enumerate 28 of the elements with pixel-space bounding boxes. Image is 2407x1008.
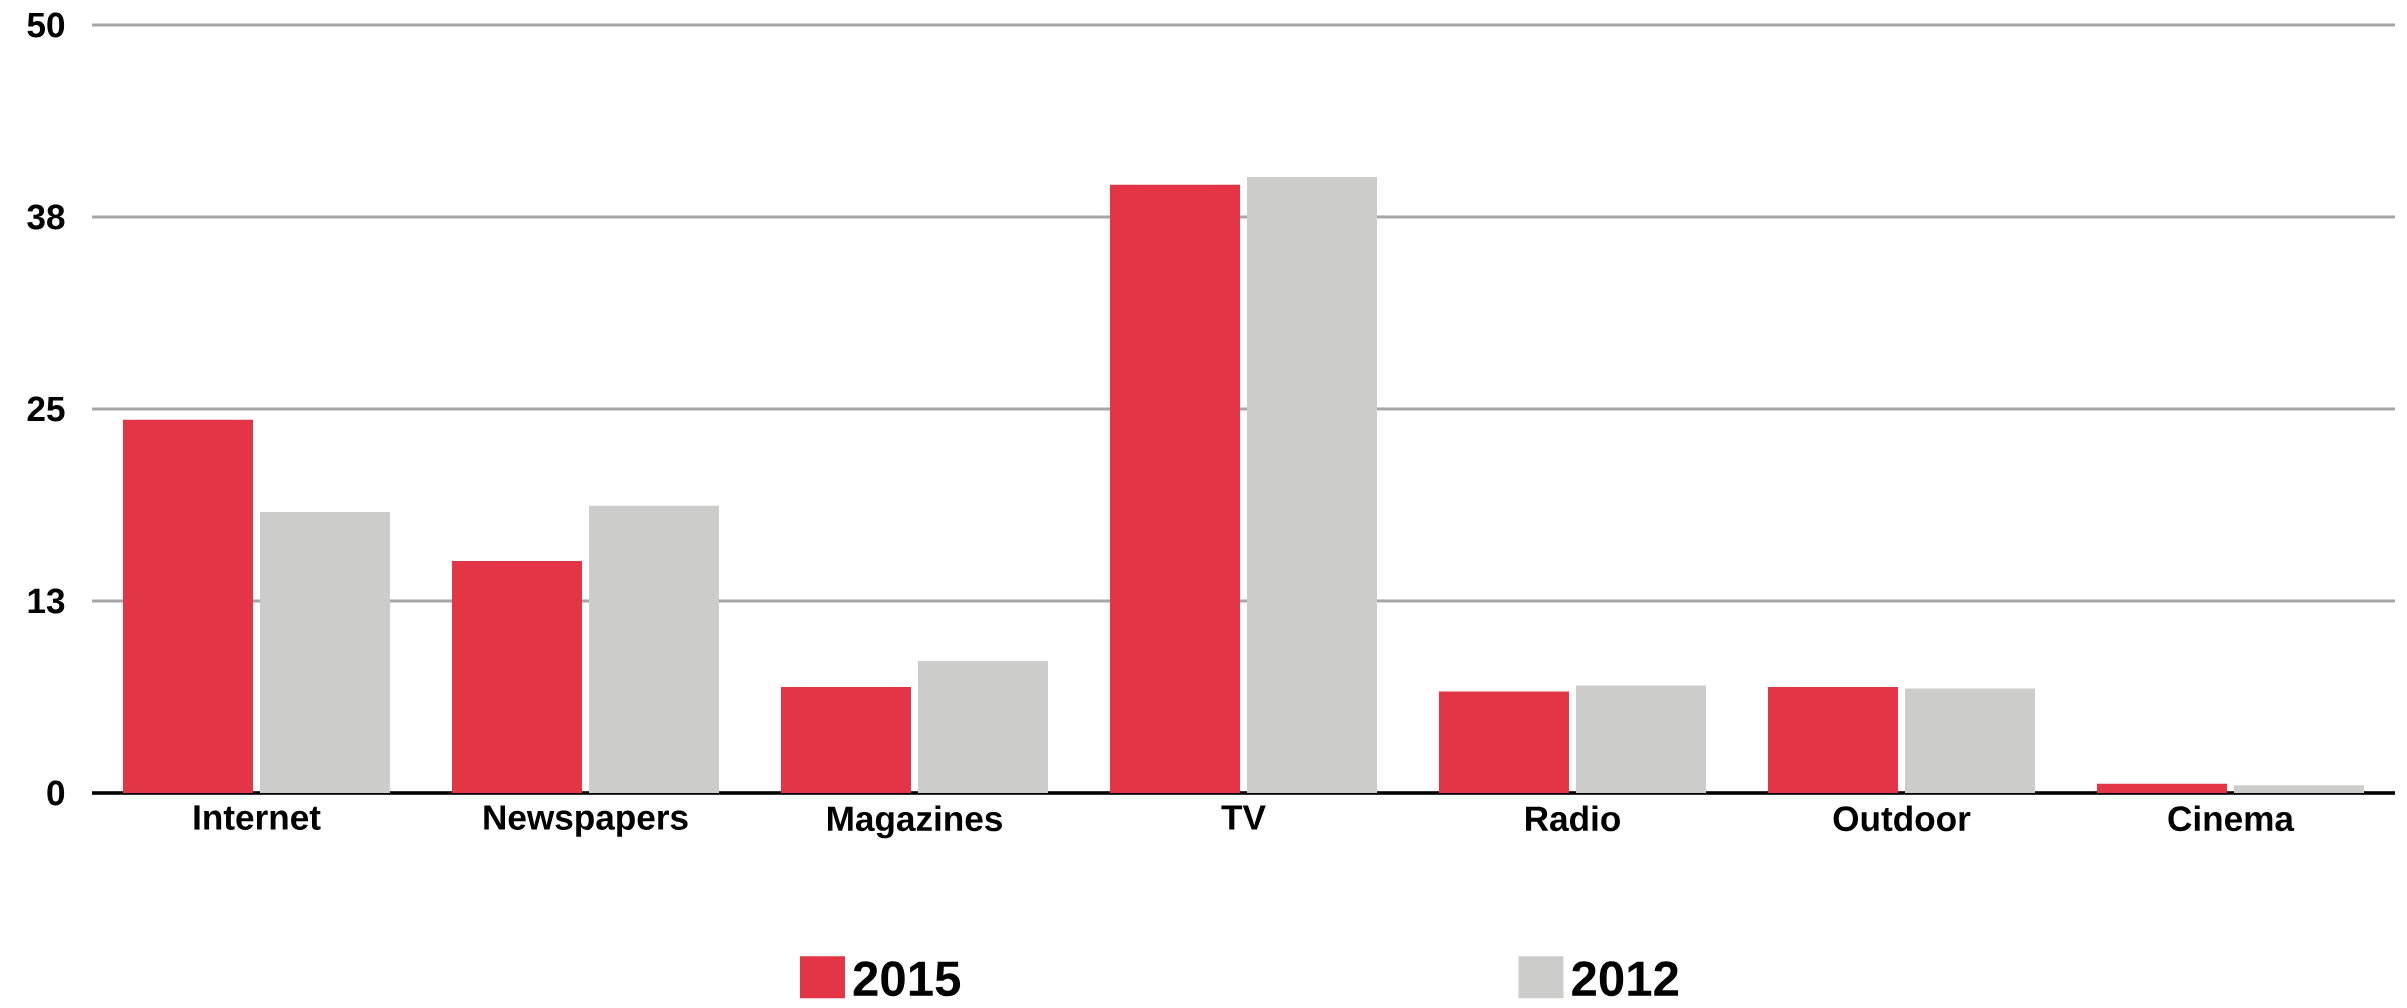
bar [123, 419, 253, 793]
x-tick-label: Cinema [2168, 805, 2295, 832]
x-tick-label: Newspapers [484, 805, 688, 837]
bar [1438, 691, 1569, 793]
bar [451, 561, 582, 793]
bar [1905, 688, 2036, 793]
bar [1767, 687, 1898, 793]
y-tick-label: 50 [27, 12, 65, 38]
legend-label: 2012 [1572, 961, 1678, 997]
bar [589, 505, 720, 793]
bar [2234, 785, 2364, 793]
bar [1247, 177, 1378, 793]
legend-label: 2015 [853, 961, 961, 997]
bar [1109, 184, 1240, 793]
bar [2096, 783, 2227, 793]
x-tick-label: TV [1221, 805, 1266, 830]
bar [1576, 685, 1707, 793]
x-tick-label: Magazines [828, 805, 1002, 839]
y-tick-label: 25 [27, 396, 65, 422]
bar [260, 511, 391, 793]
y-tick-label: 13 [28, 588, 65, 614]
x-tick-label: Internet [194, 805, 321, 830]
bar [918, 660, 1049, 793]
y-tick-label: 38 [27, 204, 65, 230]
bar [780, 687, 911, 793]
y-tick-label: 0 [47, 780, 65, 806]
x-tick-label: Outdoor [1833, 805, 1971, 832]
x-tick-label: Radio [1526, 805, 1620, 832]
